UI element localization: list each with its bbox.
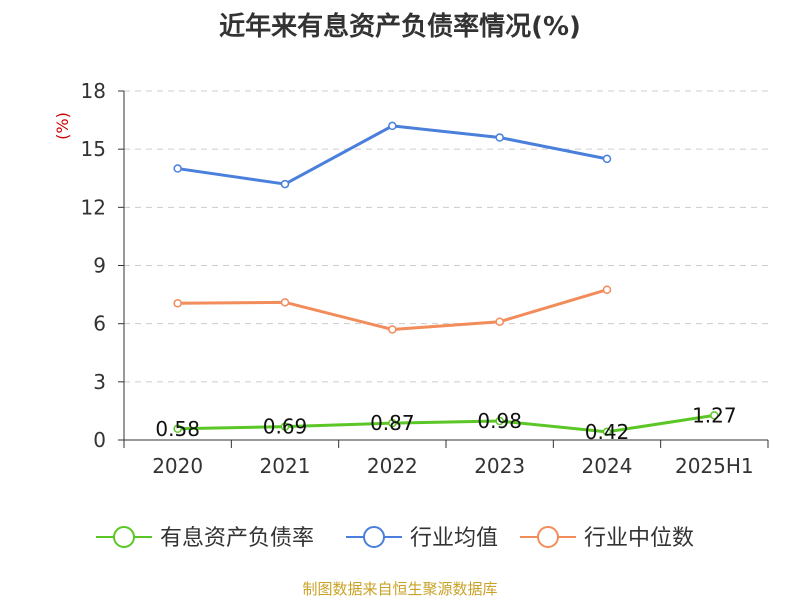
- data-point: [280, 179, 290, 189]
- data-point: [388, 418, 397, 428]
- data-point: [280, 422, 290, 431]
- legend-label: 有息资产负债率: [160, 526, 314, 551]
- data-label: 0.87: [370, 411, 415, 435]
- data-point: [173, 299, 182, 308]
- x-tick-label: 2024: [582, 454, 633, 478]
- y-tick-label: 9: [93, 254, 106, 278]
- series-line: [177, 124, 608, 186]
- legend-marker: [363, 526, 385, 548]
- data-point: [602, 154, 612, 164]
- y-unit-label: (%): [53, 112, 72, 140]
- x-tick-label: 2021: [260, 454, 311, 478]
- data-point: [602, 427, 612, 437]
- series-line: [177, 413, 715, 434]
- data-point: [710, 411, 719, 420]
- legend-label: 行业中位数: [584, 526, 694, 551]
- x-tick-label: 2022: [367, 454, 418, 478]
- legend-marker: [113, 526, 135, 548]
- y-tick-label: 15: [81, 137, 106, 161]
- data-point: [173, 164, 182, 173]
- data-label: 0.98: [477, 409, 522, 433]
- data-point: [388, 325, 397, 334]
- y-tick-label: 18: [81, 79, 106, 103]
- data-point: [173, 424, 182, 434]
- data-point: [495, 416, 504, 426]
- x-tick-label: 2025H1: [675, 454, 754, 478]
- data-point: [495, 133, 504, 142]
- legend-marker: [537, 526, 559, 548]
- y-tick-label: 6: [93, 312, 106, 336]
- legend-label: 行业均值: [410, 526, 498, 551]
- chart-title: 近年来有息资产负债率情况(%): [219, 12, 581, 42]
- y-tick-label: 3: [93, 370, 106, 394]
- x-tick-label: 2023: [474, 454, 525, 478]
- data-point: [388, 121, 397, 131]
- x-tick-label: 2020: [152, 454, 203, 478]
- data-label: 0.69: [263, 415, 308, 439]
- y-tick-label: 12: [81, 195, 106, 219]
- data-point: [602, 285, 612, 294]
- data-point: [495, 317, 504, 326]
- y-tick-label: 0: [93, 428, 106, 452]
- source-note: 制图数据来自恒生聚源数据库: [302, 580, 498, 598]
- data-label: 0.58: [155, 417, 200, 441]
- data-label: 0.42: [585, 420, 630, 444]
- data-label: 1.27: [692, 403, 737, 427]
- data-point: [280, 298, 290, 307]
